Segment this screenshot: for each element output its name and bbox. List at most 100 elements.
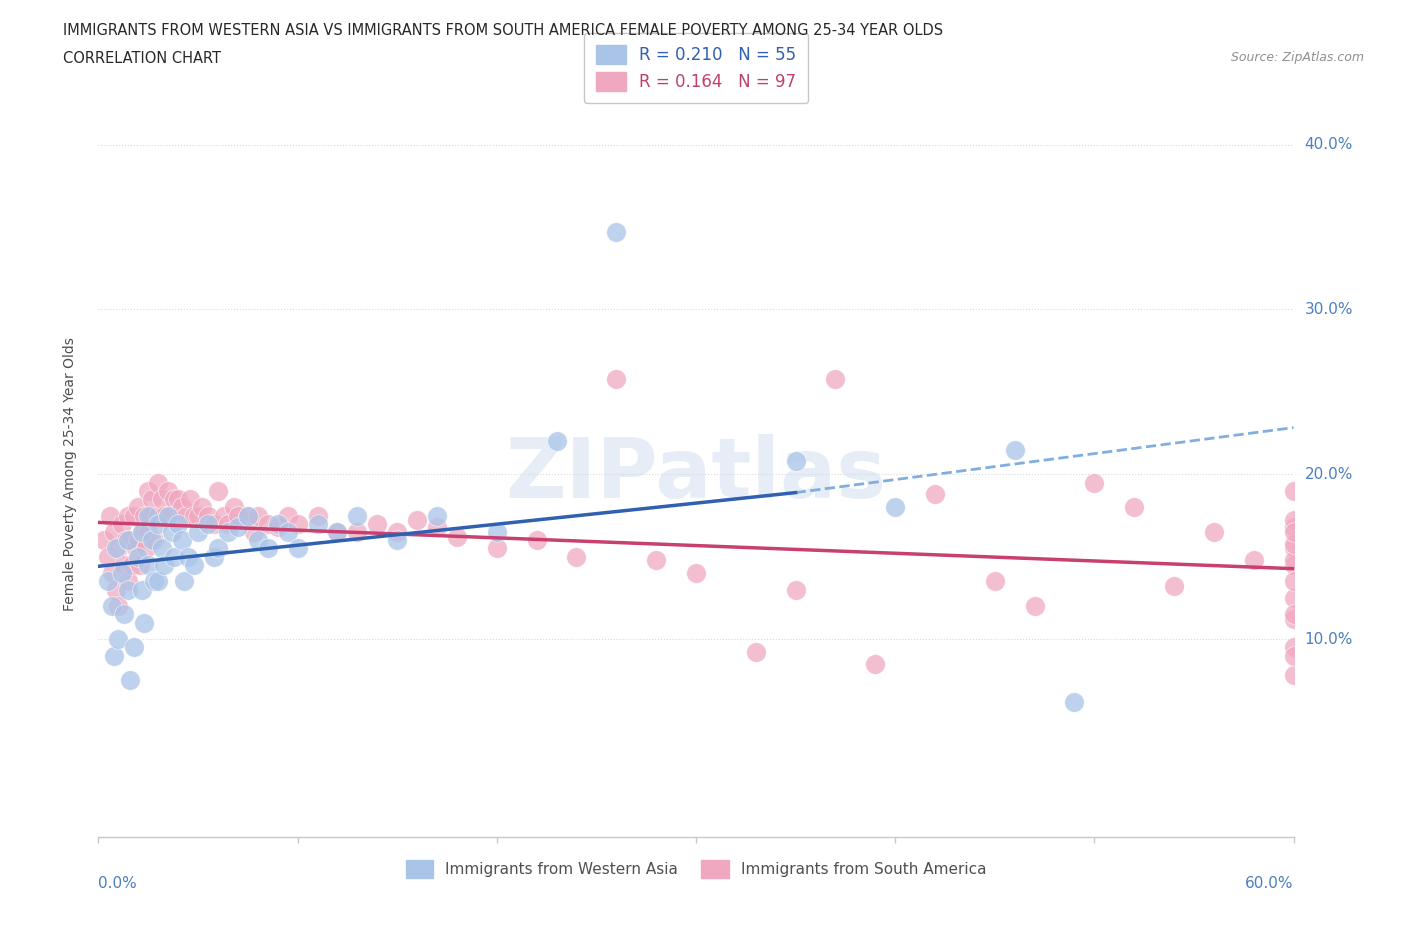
Point [243, 525, 266, 539]
Point [101, 565, 124, 580]
Point [277, 508, 299, 523]
Point [172, 533, 194, 548]
Point [167, 492, 190, 507]
Point [163, 492, 186, 507]
Point [127, 533, 149, 548]
Point [150, 541, 173, 556]
Point [685, 565, 707, 580]
Point [1282, 574, 1305, 589]
Point [117, 582, 139, 597]
Point [157, 508, 180, 523]
Point [256, 516, 278, 531]
Point [120, 533, 142, 548]
Point [197, 508, 219, 523]
Point [217, 525, 239, 539]
Point [785, 582, 807, 597]
Point [127, 499, 149, 514]
Point [111, 565, 134, 580]
Text: Source: ZipAtlas.com: Source: ZipAtlas.com [1230, 51, 1364, 64]
Point [124, 508, 146, 523]
Point [103, 648, 125, 663]
Point [129, 558, 152, 573]
Point [136, 525, 159, 539]
Point [984, 574, 1007, 589]
Point [385, 533, 409, 548]
Point [1083, 475, 1105, 490]
Text: 20.0%: 20.0% [1305, 467, 1353, 482]
Point [125, 541, 148, 556]
Point [136, 508, 159, 523]
Point [141, 533, 163, 548]
Point [172, 499, 194, 514]
Point [148, 508, 170, 523]
Point [226, 508, 249, 523]
Point [143, 574, 166, 589]
Point [103, 525, 125, 539]
Point [150, 492, 173, 507]
Point [385, 525, 409, 539]
Point [107, 599, 129, 614]
Point [124, 640, 146, 655]
Point [1282, 484, 1305, 498]
Point [141, 492, 163, 507]
Y-axis label: Female Poverty Among 25-34 Year Olds: Female Poverty Among 25-34 Year Olds [63, 338, 77, 611]
Point [307, 516, 329, 531]
Point [197, 516, 219, 531]
Point [183, 508, 205, 523]
Point [605, 224, 627, 239]
Point [236, 508, 259, 523]
Point [785, 454, 807, 469]
Point [924, 486, 946, 501]
Point [565, 550, 588, 565]
Point [256, 541, 278, 556]
Point [287, 541, 309, 556]
Point [366, 516, 388, 531]
Point [287, 516, 309, 531]
Point [426, 520, 449, 535]
Point [346, 508, 368, 523]
Point [121, 558, 143, 573]
Point [267, 520, 290, 535]
Point [97, 574, 120, 589]
Point [143, 533, 166, 548]
Point [267, 516, 290, 531]
Point [426, 508, 449, 523]
Point [105, 582, 128, 597]
Point [546, 434, 568, 449]
Point [174, 508, 197, 523]
Point [605, 371, 627, 386]
Text: 10.0%: 10.0% [1305, 631, 1353, 646]
Point [153, 558, 176, 573]
Point [187, 525, 209, 539]
Point [148, 475, 170, 490]
Point [117, 574, 139, 589]
Point [107, 541, 129, 556]
Point [1282, 591, 1305, 605]
Point [167, 516, 190, 531]
Point [217, 516, 239, 531]
Point [226, 520, 249, 535]
Point [326, 525, 349, 539]
Point [526, 533, 548, 548]
Point [148, 574, 170, 589]
Point [120, 673, 142, 688]
Point [115, 533, 138, 548]
Text: ZIPatlas: ZIPatlas [506, 433, 886, 515]
Point [1282, 520, 1305, 535]
Point [1024, 599, 1046, 614]
Text: CORRELATION CHART: CORRELATION CHART [63, 51, 221, 66]
Text: 30.0%: 30.0% [1305, 302, 1353, 317]
Point [1282, 558, 1305, 573]
Point [134, 616, 156, 631]
Point [187, 508, 209, 523]
Point [485, 525, 508, 539]
Point [246, 533, 269, 548]
Point [107, 631, 129, 646]
Point [157, 484, 180, 498]
Point [1123, 499, 1146, 514]
Point [485, 541, 508, 556]
Point [307, 508, 329, 523]
Point [135, 541, 157, 556]
Point [153, 508, 176, 523]
Point [134, 508, 156, 523]
